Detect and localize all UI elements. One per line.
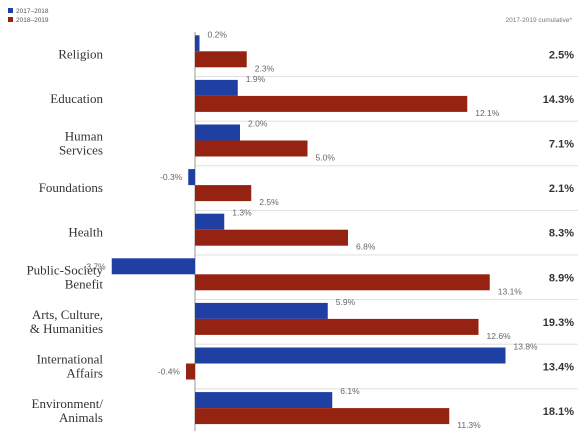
bar-series-1 xyxy=(195,274,490,291)
bar-series-1 xyxy=(195,51,247,68)
cumulative-value: 2.1% xyxy=(549,183,574,195)
bar-value-label: -3.7% xyxy=(84,261,107,271)
bar-value-label: 6.1% xyxy=(340,386,360,396)
bar-value-label: 13.8% xyxy=(514,342,539,352)
bar-series-1 xyxy=(186,363,195,380)
bar-value-label: 1.3% xyxy=(232,208,252,218)
bar-series-0 xyxy=(195,124,240,141)
category-label: Benefit xyxy=(65,276,104,291)
bars xyxy=(111,35,506,425)
category-label: Health xyxy=(68,225,103,240)
cumulative-value: 8.9% xyxy=(549,272,574,284)
bar-value-label: 11.3% xyxy=(457,420,481,430)
category-label: Affairs xyxy=(66,366,103,381)
legend-label-1: 2018–2019 xyxy=(16,17,49,24)
bar-series-0 xyxy=(195,392,333,409)
bar-series-1 xyxy=(195,140,308,157)
cumulative-value: 13.4% xyxy=(543,362,574,374)
legend-swatch-1 xyxy=(8,17,13,22)
category-label: International xyxy=(37,352,104,367)
bar-series-1 xyxy=(195,95,468,112)
bar-series-1 xyxy=(195,229,348,246)
legend-label-0: 2017–2018 xyxy=(16,8,49,15)
category-label: & Humanities xyxy=(30,321,103,336)
bar-series-1 xyxy=(195,318,479,335)
bar-series-0 xyxy=(195,35,200,52)
bar-value-label: 6.8% xyxy=(356,242,376,252)
bar-value-label: 5.9% xyxy=(336,297,356,307)
bar-value-label: 12.6% xyxy=(487,331,512,341)
category-label: Services xyxy=(59,143,103,158)
bar-value-label: 13.1% xyxy=(498,286,523,296)
category-label: Animals xyxy=(59,410,103,425)
bar-value-label: 2.3% xyxy=(255,63,275,73)
bar-series-0 xyxy=(195,302,328,319)
bar-value-label: 0.2% xyxy=(208,29,228,39)
bar-series-0 xyxy=(195,213,225,230)
bar-value-label: 12.1% xyxy=(475,108,500,118)
bar-series-0 xyxy=(188,169,195,186)
category-label: Arts, Culture, xyxy=(32,307,103,322)
category-label: Foundations xyxy=(39,180,103,195)
labels: Religion 0.2% 2.3% 2.5% Education 1.9% 12.1% 14… xyxy=(26,29,574,430)
cumulative-value: 19.3% xyxy=(543,317,574,329)
cumulative-header: 2017-2019 cumulative* xyxy=(506,17,573,24)
category-label: Human xyxy=(65,129,104,144)
bar-value-label: 1.9% xyxy=(246,74,266,84)
bar-series-1 xyxy=(195,185,252,202)
category-label: Education xyxy=(50,91,103,106)
bar-series-0 xyxy=(195,79,238,96)
legend: 2017–2018 2018–2019 xyxy=(8,8,49,24)
bar-value-label: -0.4% xyxy=(158,367,181,377)
bar-value-label: -0.3% xyxy=(160,172,183,182)
cumulative-value: 7.1% xyxy=(549,139,574,151)
bar-series-0 xyxy=(111,258,195,275)
cumulative-value: 14.3% xyxy=(543,94,574,106)
row-separators xyxy=(195,76,578,390)
cumulative-value: 8.3% xyxy=(549,228,574,240)
bar-series-0 xyxy=(195,347,506,364)
cumulative-value: 18.1% xyxy=(543,406,574,418)
category-label: Public-Society xyxy=(26,262,103,277)
category-label: Religion xyxy=(58,46,103,61)
cumulative-value: 2.5% xyxy=(549,49,574,61)
bar-value-label: 5.0% xyxy=(316,153,336,163)
bar-value-label: 2.0% xyxy=(248,119,268,129)
category-label: Environment/ xyxy=(32,396,104,411)
legend-swatch-0 xyxy=(8,8,13,13)
bar-series-1 xyxy=(195,408,450,425)
bar-value-label: 2.5% xyxy=(259,197,279,207)
